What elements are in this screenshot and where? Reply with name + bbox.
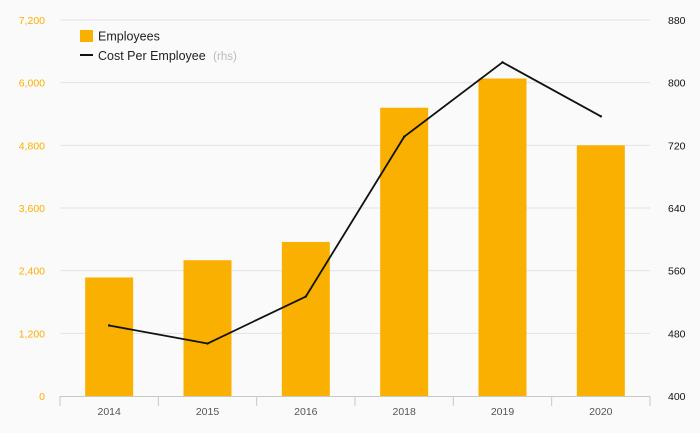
y-left-tick-label: 7,200: [19, 15, 45, 27]
legend-label-cost-per-employee: Cost Per Employee: [98, 49, 206, 63]
y-right-tick-label: 400: [668, 391, 686, 403]
x-axis-labels: 2014 2015 2016 2018 2019 2020: [97, 406, 612, 418]
gridlines: [60, 19, 650, 334]
bar-employees-2016[interactable]: [281, 241, 330, 396]
bar-employees-2014[interactable]: [85, 277, 134, 396]
point-cost-per-employee-2016[interactable]: [304, 295, 308, 298]
x-tick-label: 2020: [589, 406, 613, 418]
x-tick-label: 2016: [294, 406, 318, 418]
bar-employees-2020[interactable]: [576, 145, 625, 396]
y-axis-right: 400 480 560 640 720 800 880: [668, 15, 686, 403]
y-left-tick-label: 0: [39, 391, 45, 403]
legend: Employees Cost Per Employee (rhs): [80, 30, 237, 63]
x-tick-label: 2019: [491, 406, 515, 418]
y-right-tick-label: 800: [668, 78, 686, 90]
y-left-tick-label: 1,200: [19, 328, 45, 340]
point-cost-per-employee-2018[interactable]: [402, 135, 406, 138]
bar-series: [85, 78, 625, 396]
point-cost-per-employee-2015[interactable]: [206, 342, 209, 345]
legend-label-employees: Employees: [98, 30, 160, 44]
bar-employees-2015[interactable]: [183, 260, 232, 396]
y-left-tick-label: 2,400: [19, 266, 45, 278]
y-right-tick-label: 560: [668, 266, 686, 278]
y-left-tick-label: 4,800: [19, 140, 45, 152]
y-right-tick-label: 720: [668, 140, 686, 152]
bar-employees-2019[interactable]: [478, 78, 527, 396]
y-axis-left: 0 1,200 2,400 3,600 4,800 6,000 7,200: [19, 15, 45, 403]
legend-label-rhs-suffix: (rhs): [213, 51, 237, 63]
bar-employees-2018[interactable]: [380, 107, 429, 396]
x-axis: [59, 396, 651, 406]
legend-item-cost-per-employee[interactable]: Cost Per Employee (rhs): [80, 49, 237, 63]
point-cost-per-employee-2014[interactable]: [107, 324, 111, 327]
line-series: [107, 61, 603, 345]
point-cost-per-employee-2019[interactable]: [501, 61, 504, 64]
x-tick-label: 2018: [392, 406, 416, 418]
y-left-tick-label: 6,000: [19, 78, 45, 90]
legend-item-employees[interactable]: Employees: [80, 30, 160, 44]
y-right-tick-label: 880: [668, 15, 686, 27]
x-tick-label: 2015: [196, 406, 220, 418]
line-cost-per-employee[interactable]: [109, 61, 602, 345]
y-right-tick-label: 640: [668, 203, 686, 215]
y-right-tick-label: 480: [668, 328, 686, 340]
x-tick-label: 2014: [97, 406, 121, 418]
point-cost-per-employee-2020[interactable]: [599, 115, 603, 118]
legend-swatch-employees: [80, 30, 93, 42]
legend-text-cost-per-employee: Cost Per Employee (rhs): [98, 49, 237, 63]
y-left-tick-label: 3,600: [19, 203, 45, 215]
